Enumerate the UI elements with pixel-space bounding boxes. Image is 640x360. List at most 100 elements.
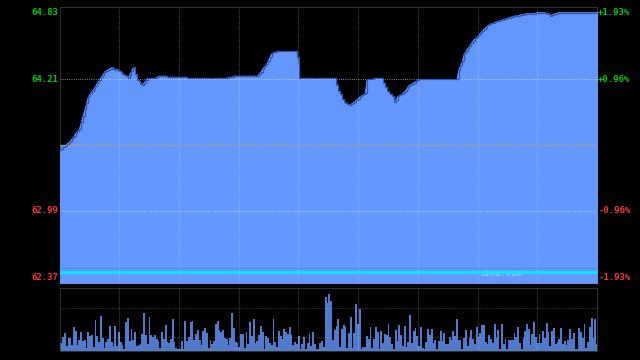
Bar bbox=[584, 324, 586, 351]
Bar bbox=[393, 349, 395, 351]
Bar bbox=[417, 336, 418, 351]
Bar bbox=[317, 349, 319, 351]
Bar bbox=[89, 337, 91, 351]
Bar bbox=[562, 344, 564, 351]
Bar bbox=[575, 349, 577, 351]
Bar bbox=[591, 318, 593, 351]
Bar bbox=[458, 340, 460, 351]
Bar bbox=[476, 327, 477, 351]
Bar bbox=[251, 336, 253, 351]
Bar bbox=[452, 331, 454, 351]
Bar bbox=[481, 325, 483, 351]
Bar bbox=[404, 326, 406, 351]
Bar bbox=[364, 347, 366, 351]
Bar bbox=[237, 343, 239, 351]
Bar bbox=[436, 349, 438, 351]
Bar bbox=[504, 339, 506, 351]
Bar bbox=[479, 333, 481, 351]
Bar bbox=[60, 276, 597, 283]
Bar bbox=[91, 335, 93, 351]
Bar bbox=[95, 320, 97, 351]
Bar bbox=[210, 340, 211, 351]
Bar bbox=[215, 324, 217, 351]
Bar bbox=[350, 318, 352, 351]
Bar bbox=[395, 330, 397, 351]
Bar bbox=[125, 322, 127, 351]
Bar bbox=[486, 343, 488, 351]
Bar bbox=[400, 335, 402, 351]
Bar bbox=[60, 214, 597, 219]
Bar bbox=[298, 336, 300, 351]
Bar bbox=[316, 349, 317, 351]
Bar bbox=[202, 330, 204, 351]
Bar bbox=[59, 319, 60, 351]
Bar bbox=[402, 346, 404, 351]
Bar bbox=[470, 330, 472, 351]
Bar bbox=[557, 342, 559, 351]
Bar bbox=[531, 334, 533, 351]
Bar bbox=[460, 340, 461, 351]
Bar bbox=[352, 348, 353, 351]
Bar bbox=[544, 338, 546, 351]
Bar bbox=[188, 337, 190, 351]
Bar bbox=[60, 156, 597, 161]
Bar bbox=[428, 329, 429, 351]
Bar bbox=[431, 329, 433, 351]
Bar bbox=[275, 342, 276, 351]
Bar bbox=[465, 330, 467, 351]
Bar bbox=[550, 346, 551, 351]
Bar bbox=[78, 340, 80, 351]
Bar bbox=[120, 342, 122, 351]
Bar bbox=[150, 335, 152, 351]
Bar bbox=[170, 339, 172, 351]
Bar bbox=[564, 341, 566, 351]
Bar bbox=[190, 322, 191, 351]
Bar bbox=[77, 345, 78, 351]
Bar bbox=[116, 346, 118, 351]
Bar bbox=[60, 260, 597, 264]
Bar bbox=[239, 347, 240, 351]
Bar bbox=[60, 184, 597, 191]
Bar bbox=[573, 333, 575, 351]
Bar bbox=[113, 346, 115, 351]
Bar bbox=[60, 219, 597, 225]
Bar bbox=[324, 297, 326, 351]
Bar bbox=[127, 319, 129, 351]
Bar bbox=[526, 324, 528, 351]
Bar bbox=[138, 345, 140, 351]
Bar bbox=[422, 348, 424, 351]
Bar bbox=[98, 342, 100, 351]
Bar bbox=[60, 225, 597, 230]
Bar bbox=[366, 336, 368, 351]
Bar bbox=[282, 339, 284, 351]
Bar bbox=[501, 324, 503, 351]
Bar bbox=[289, 327, 291, 351]
Bar bbox=[60, 230, 597, 237]
Bar bbox=[186, 341, 188, 351]
Bar bbox=[303, 337, 305, 351]
Bar bbox=[379, 349, 380, 351]
Bar bbox=[484, 342, 486, 351]
Bar bbox=[341, 329, 342, 351]
Bar bbox=[492, 343, 493, 351]
Bar bbox=[493, 324, 495, 351]
Bar bbox=[182, 349, 184, 351]
Bar bbox=[220, 332, 222, 351]
Bar bbox=[300, 349, 301, 351]
Bar bbox=[445, 344, 447, 351]
Bar bbox=[173, 342, 175, 351]
Bar bbox=[86, 348, 88, 351]
Bar bbox=[310, 346, 312, 351]
Bar bbox=[579, 328, 580, 351]
Bar bbox=[195, 334, 197, 351]
Bar bbox=[73, 327, 75, 351]
Bar bbox=[440, 331, 442, 351]
Bar bbox=[390, 337, 391, 351]
Bar bbox=[284, 329, 285, 351]
Bar bbox=[164, 325, 166, 351]
Bar bbox=[60, 161, 597, 168]
Bar bbox=[199, 340, 201, 351]
Bar bbox=[495, 338, 497, 351]
Bar bbox=[60, 172, 597, 179]
Bar bbox=[468, 338, 470, 351]
